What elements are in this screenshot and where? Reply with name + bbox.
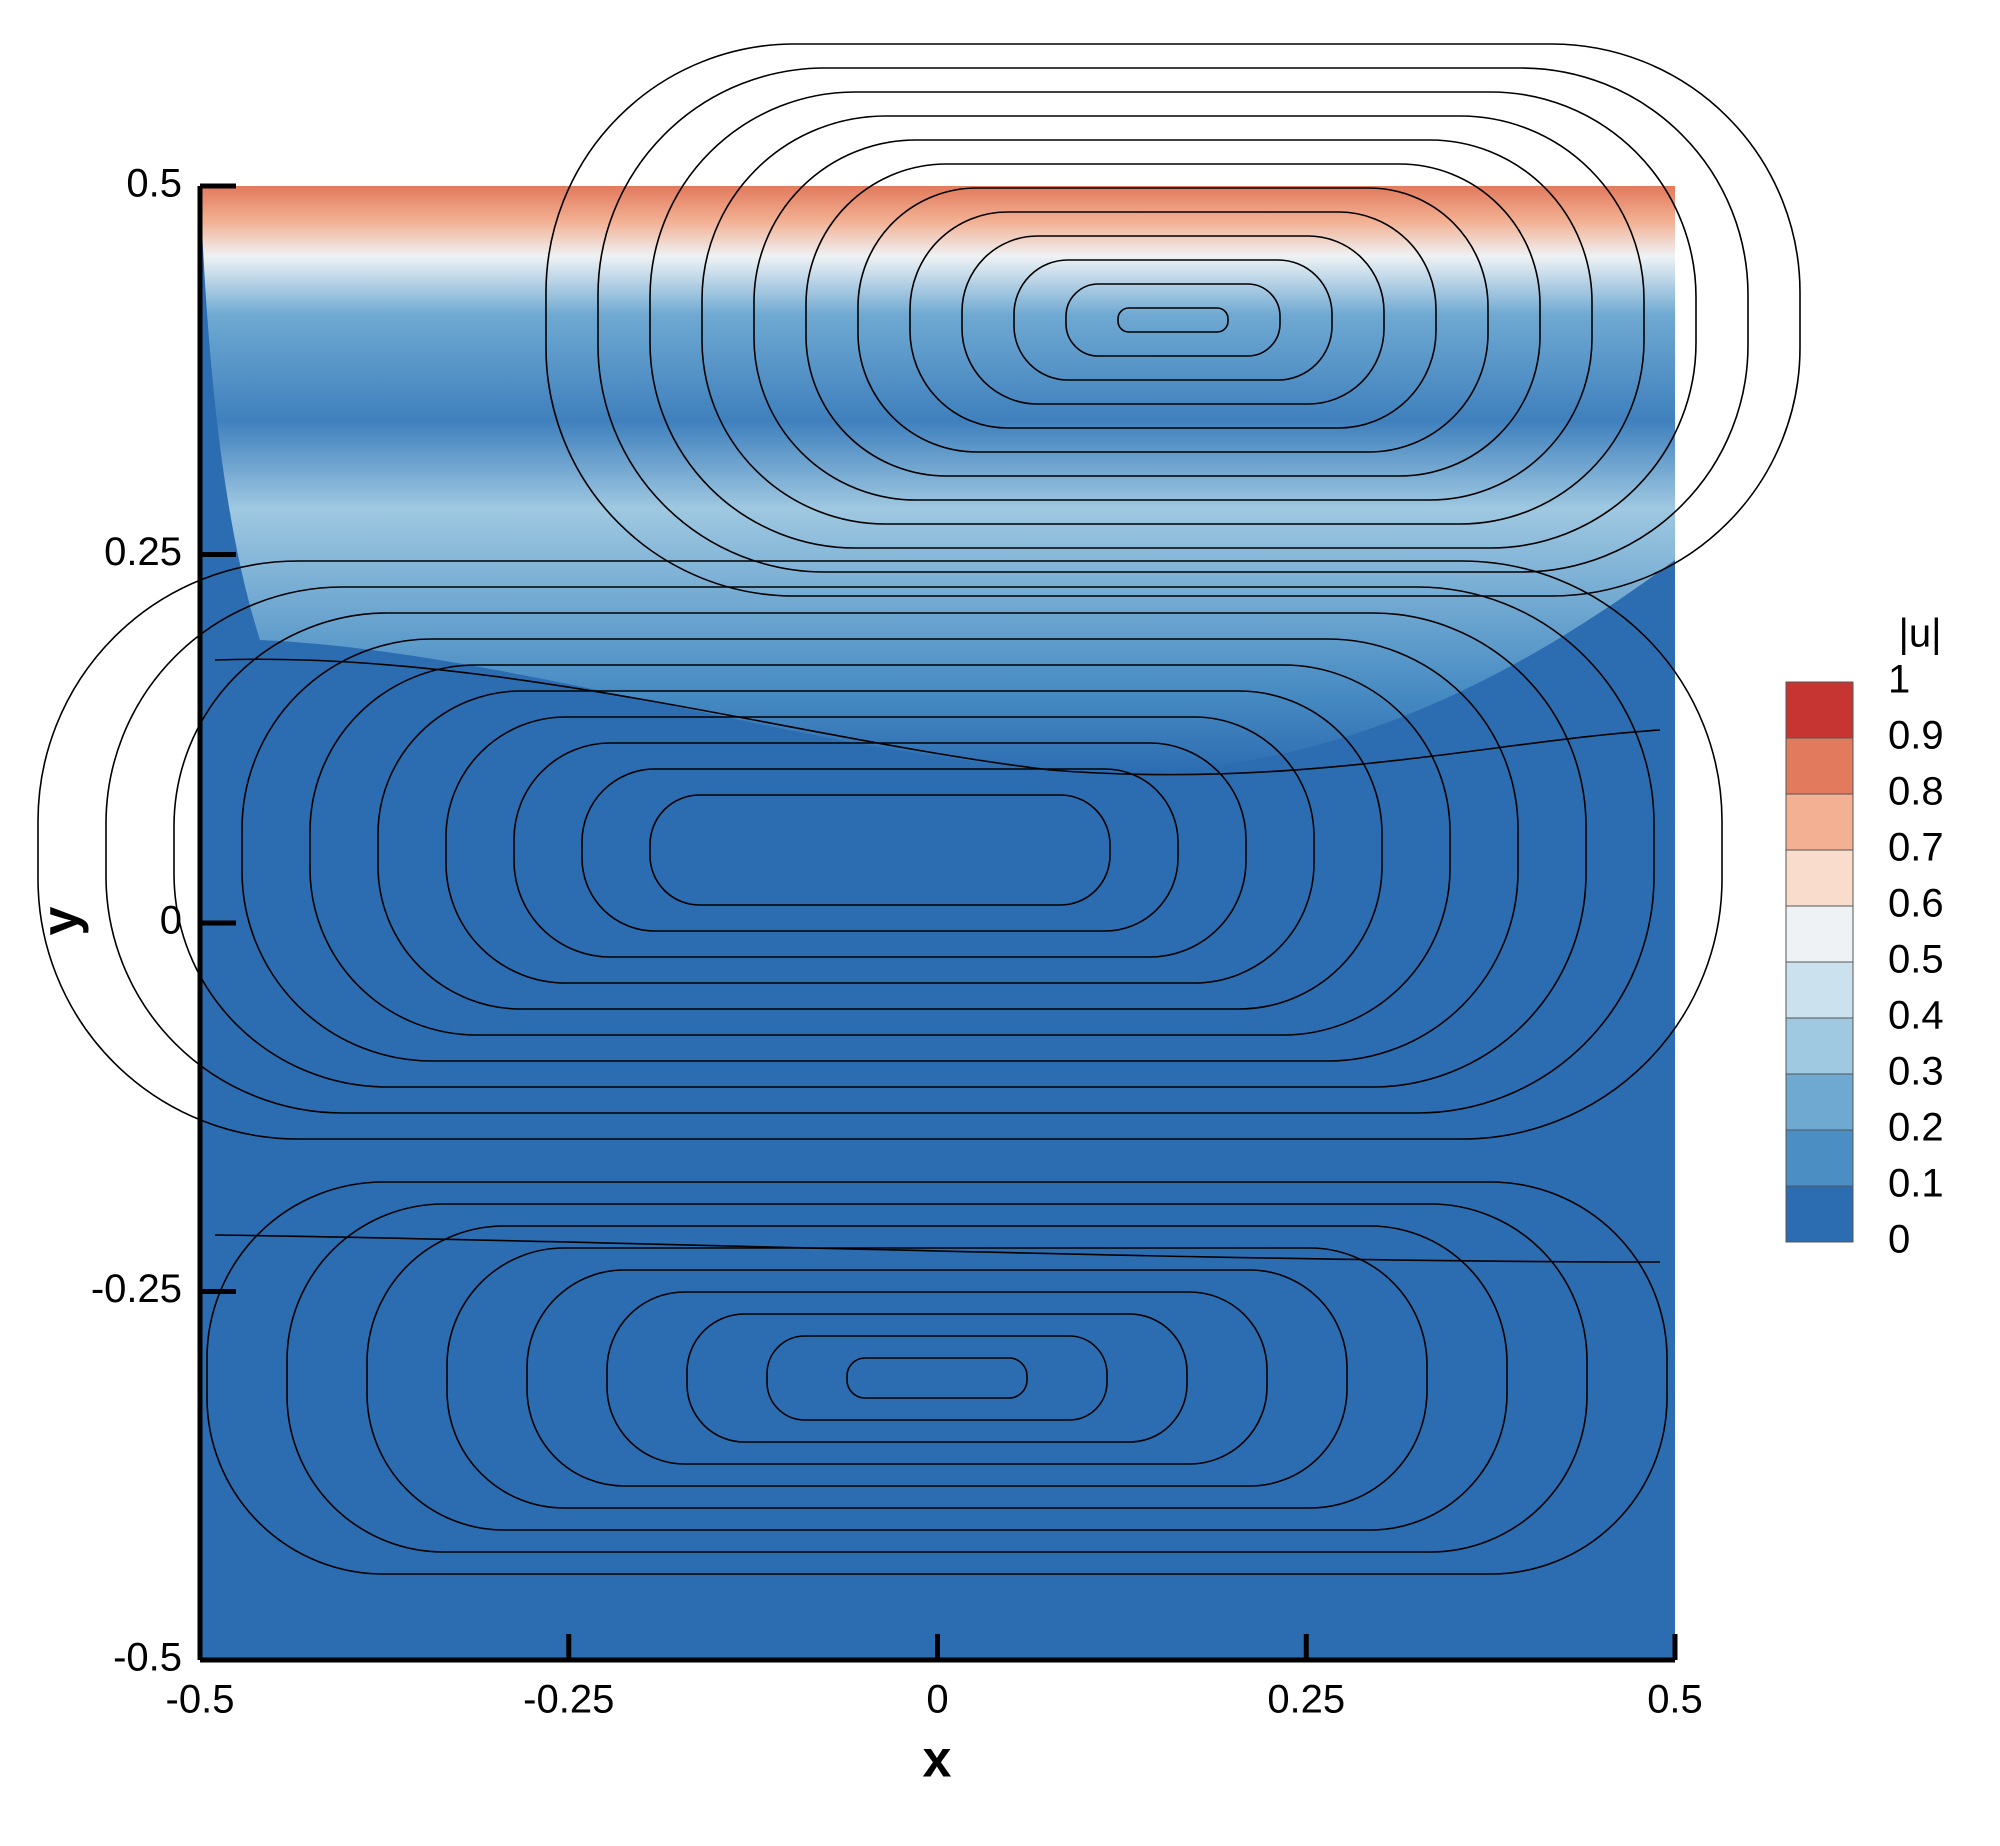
streamline	[581, 768, 1179, 932]
streamline	[805, 163, 1541, 477]
x-axis-title: x	[923, 1731, 952, 1789]
streamline	[366, 1225, 1508, 1531]
streamline	[1013, 259, 1333, 381]
streamline	[686, 1313, 1188, 1443]
x-tick-label: -0.25	[523, 1678, 614, 1722]
colorbar-segment	[1786, 850, 1853, 906]
x-tick-label: -0.5	[166, 1678, 235, 1722]
streamline	[309, 664, 1451, 1036]
streamline	[241, 638, 1519, 1062]
colorbar-tick-label: 0	[1888, 1218, 1910, 1262]
streamline	[214, 1234, 1661, 1263]
y-tick-label: 0	[160, 899, 182, 943]
y-tick-label: 0.5	[126, 162, 182, 206]
streamline	[206, 1181, 1668, 1575]
colorbar-segment	[1786, 738, 1853, 794]
streamline	[37, 560, 1723, 1140]
y-tick-label: 0.25	[104, 530, 182, 574]
streamline	[857, 187, 1489, 453]
streamline	[961, 235, 1385, 405]
streamline	[445, 716, 1315, 984]
colorbar-tick-label: 0.4	[1888, 994, 1944, 1038]
streamline	[377, 690, 1383, 1010]
y-tick-label: -0.25	[91, 1267, 182, 1311]
streamlines	[37, 43, 1801, 1575]
streamline	[526, 1269, 1348, 1487]
colorbar-tick-label: 1	[1888, 658, 1910, 702]
streamline	[173, 612, 1587, 1088]
streamline	[753, 139, 1593, 501]
streamline	[909, 211, 1437, 429]
y-axis-title: y	[32, 906, 90, 935]
x-tick-label: 0.5	[1647, 1678, 1703, 1722]
colorbar-segment	[1786, 1130, 1853, 1186]
colorbar-tick-label: 0.6	[1888, 882, 1944, 926]
streamline	[846, 1357, 1028, 1399]
field-top	[200, 186, 1675, 773]
streamline	[214, 658, 1661, 776]
colorbar-tick-label: 0.3	[1888, 1050, 1944, 1094]
y-tick-label: -0.5	[113, 1636, 182, 1680]
colorbar-segment	[1786, 1018, 1853, 1074]
colorbar-tick-label: 0.7	[1888, 826, 1944, 870]
streamline	[701, 115, 1645, 525]
streamline	[766, 1335, 1108, 1421]
colorbar-segment	[1786, 794, 1853, 850]
streamline	[597, 67, 1749, 573]
colorbar-tick-label: 0.8	[1888, 770, 1944, 814]
streamline	[446, 1247, 1428, 1509]
colorbar-title: |u|	[1898, 612, 1941, 656]
colorbar-tick-label: 0.2	[1888, 1106, 1944, 1150]
streamline	[649, 91, 1697, 549]
colorbar-tick-label: 0.5	[1888, 938, 1944, 982]
streamline	[606, 1291, 1268, 1465]
x-tick-label: 0	[926, 1678, 948, 1722]
colorbar-segment	[1786, 1186, 1853, 1242]
streamline	[1065, 283, 1281, 357]
colorbar-tick-label: 0.9	[1888, 714, 1944, 758]
field	[200, 186, 1675, 1660]
streamline	[649, 794, 1111, 906]
x-tick-label: 0.25	[1267, 1678, 1345, 1722]
streamline	[286, 1203, 1588, 1553]
colorbar-segment	[1786, 1074, 1853, 1130]
colorbar-tick-label: 0.1	[1888, 1162, 1944, 1206]
streamline	[105, 586, 1655, 1114]
colorbar-segment	[1786, 962, 1853, 1018]
streamline	[1117, 307, 1229, 333]
colorbar-segment	[1786, 682, 1853, 738]
colorbar-segment	[1786, 906, 1853, 962]
streamline	[545, 43, 1801, 597]
